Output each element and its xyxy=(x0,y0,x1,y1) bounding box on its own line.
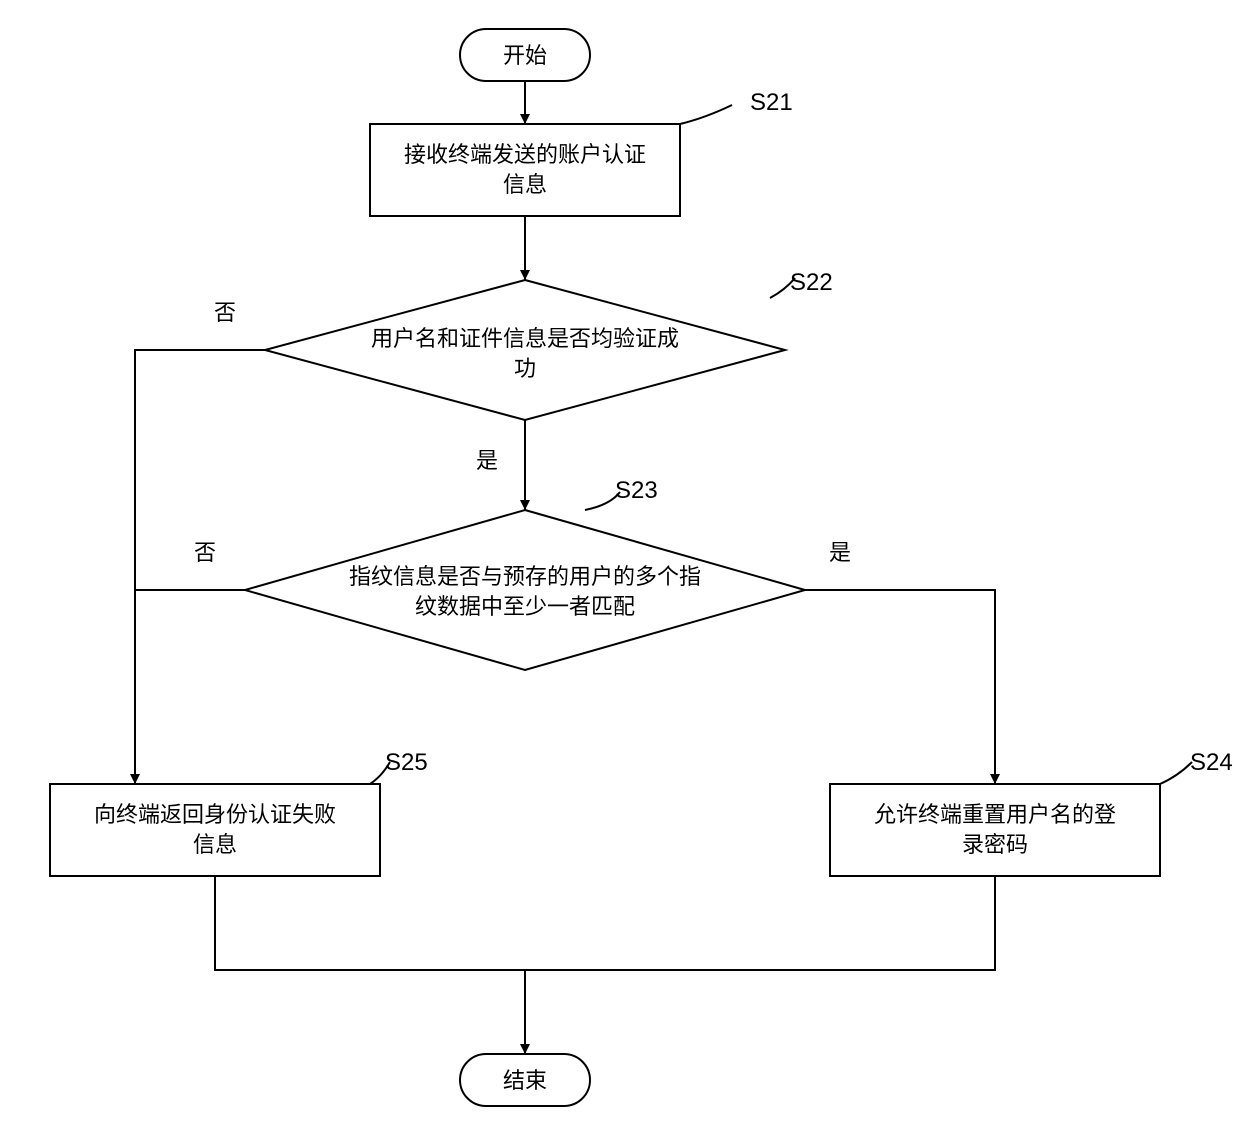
node-s23-line1: 指纹信息是否与预存的用户的多个指 xyxy=(349,564,701,589)
step-s21: S21 xyxy=(750,89,793,116)
edge-s23-no-label: 否 xyxy=(194,540,216,565)
node-s24-line2: 录密码 xyxy=(962,832,1028,857)
node-s25: 向终端返回身份认证失败 信息 S25 xyxy=(50,749,428,876)
flowchart-diagram: 是 否 否 是 开始 接收终端发送的账户认证 信息 S21 用户名和证件信息是否… xyxy=(0,0,1240,1147)
node-s21-line2: 信息 xyxy=(503,172,547,197)
node-s24: 允许终端重置用户名的登 录密码 S24 xyxy=(830,749,1233,876)
leader-s21 xyxy=(680,105,732,124)
step-s23: S23 xyxy=(615,477,658,504)
step-s25: S25 xyxy=(385,749,428,776)
node-s25-line2: 信息 xyxy=(193,832,237,857)
node-start: 开始 xyxy=(460,29,590,81)
node-s22-line2: 功 xyxy=(514,356,536,381)
node-s21-line1: 接收终端发送的账户认证 xyxy=(404,142,646,167)
step-s24: S24 xyxy=(1190,749,1233,776)
step-leaders xyxy=(370,105,1192,784)
node-end-label: 结束 xyxy=(503,1068,547,1093)
node-s22: 用户名和证件信息是否均验证成 功 S22 xyxy=(265,269,833,420)
node-s24-line1: 允许终端重置用户名的登 xyxy=(874,802,1116,827)
edge-s22-s23-label: 是 xyxy=(476,448,498,473)
edge-join-bottom xyxy=(215,876,995,970)
node-s22-line1: 用户名和证件信息是否均验证成 xyxy=(371,326,679,351)
node-end: 结束 xyxy=(460,1054,590,1106)
node-start-label: 开始 xyxy=(503,43,547,68)
node-s23-line2: 纹数据中至少一者匹配 xyxy=(415,594,635,619)
edge-s22-no xyxy=(135,350,265,784)
edge-s22-no-label: 否 xyxy=(214,300,236,325)
leader-s24 xyxy=(1160,762,1192,784)
edge-s23-yes-label: 是 xyxy=(829,540,851,565)
edge-s23-yes xyxy=(805,590,995,784)
step-s22: S22 xyxy=(790,269,833,296)
node-s21: 接收终端发送的账户认证 信息 S21 xyxy=(370,89,793,216)
node-s25-line1: 向终端返回身份认证失败 xyxy=(94,802,336,827)
